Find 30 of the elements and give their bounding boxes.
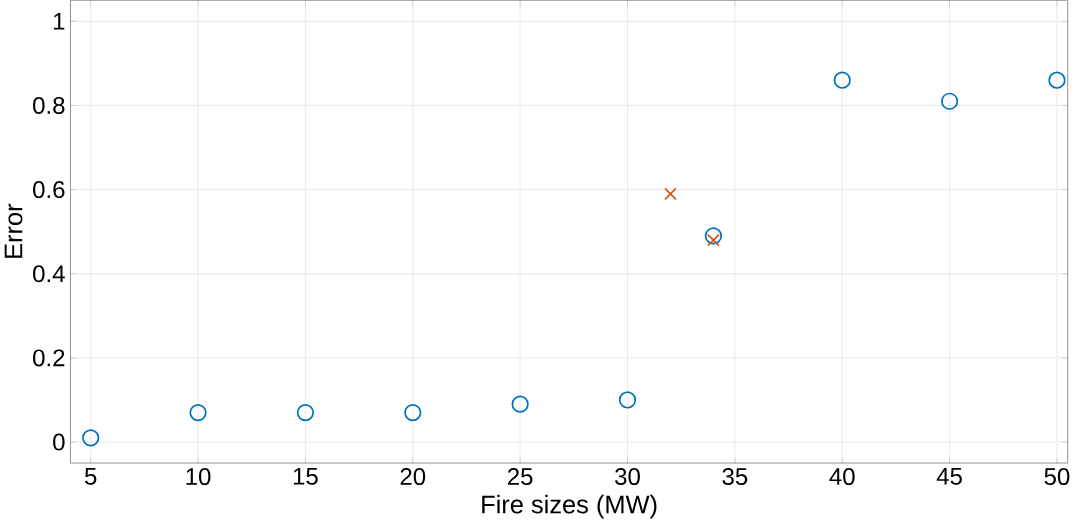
point	[664, 187, 677, 201]
x-tick-label: 5	[84, 467, 97, 485]
point	[707, 233, 720, 247]
point	[511, 395, 529, 413]
x-tick-label: 20	[400, 468, 426, 486]
x-tick-label: 25	[508, 468, 533, 486]
point	[704, 227, 723, 245]
point	[404, 403, 422, 422]
y-axis-title: Error	[4, 203, 23, 258]
y-tick-label: 0	[53, 433, 65, 451]
y-tick-label: 0.4	[33, 265, 65, 283]
point	[189, 403, 207, 422]
point	[1048, 71, 1066, 89]
y-tick-label: 0.8	[33, 96, 65, 114]
x-tick-label: 35	[722, 468, 748, 486]
x-tick-label: 40	[829, 468, 855, 486]
point	[296, 403, 315, 422]
y-tick-label: 0.2	[33, 349, 65, 367]
point	[833, 71, 851, 89]
x-tick-label: 50	[1044, 468, 1070, 486]
x-axis-title: Fire sizes (MW)	[482, 494, 657, 519]
x-tick-label: 15	[293, 467, 318, 485]
point	[82, 429, 100, 447]
y-tick-label: 1	[54, 12, 65, 30]
y-tick-label: 0.6	[33, 181, 65, 199]
x-tick-label: 30	[615, 468, 640, 486]
point	[940, 92, 959, 110]
x-tick-label: 45	[936, 467, 962, 485]
point	[618, 391, 637, 409]
x-tick-label: 10	[186, 468, 211, 486]
